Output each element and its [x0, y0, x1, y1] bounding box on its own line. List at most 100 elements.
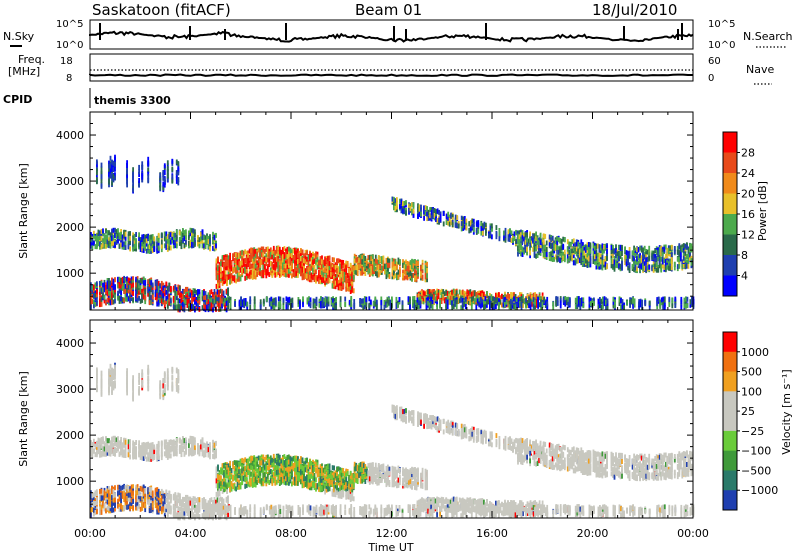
heatmap-cell [251, 252, 254, 258]
heatmap-cell [163, 291, 166, 297]
heatmap-cell [272, 245, 275, 251]
heatmap-cell [472, 221, 475, 227]
heatmap-cell [382, 257, 385, 263]
heatmap-cell [150, 299, 153, 305]
heatmap-cell [96, 241, 98, 247]
heatmap-cell [367, 255, 370, 261]
heatmap-cell [595, 244, 598, 250]
heatmap-cell [423, 205, 425, 211]
heatmap-cell [414, 265, 416, 271]
heatmap-cell [111, 295, 113, 301]
heatmap-cell [105, 228, 107, 234]
heatmap-cell [223, 254, 225, 260]
heatmap-cell [138, 242, 140, 248]
heatmap-cell [603, 259, 605, 265]
heatmap-cell [652, 251, 655, 257]
heatmap-cell [126, 292, 128, 298]
heatmap-cell [285, 252, 287, 258]
heatmap-cell [274, 250, 277, 256]
heatmap-cell [334, 264, 337, 270]
heatmap-cell [556, 240, 559, 246]
heatmap-cell [99, 302, 101, 308]
heatmap-cell [136, 297, 139, 303]
heatmap-cell [373, 266, 376, 272]
heatmap-cell [559, 238, 562, 244]
heatmap-cell [663, 246, 666, 252]
heatmap-cell [526, 246, 528, 252]
heatmap-cell [90, 304, 92, 310]
heatmap-cell [425, 289, 428, 295]
heatmap-cell [427, 209, 430, 215]
heatmap-cell [339, 278, 341, 284]
heatmap-cell [526, 237, 528, 243]
heatmap-cell [197, 303, 199, 309]
heatmap-cell [186, 302, 189, 308]
heatmap-cell [660, 263, 663, 269]
heatmap-cell [574, 246, 577, 252]
heatmap-cell [218, 302, 220, 308]
heatmap-cell [226, 281, 228, 286]
heatmap-cell [142, 243, 145, 249]
heatmap-cell [349, 279, 352, 285]
heatmap-cell [222, 297, 225, 303]
heatmap-cell [139, 240, 142, 246]
heatmap-cell [204, 239, 207, 245]
heatmap-cell [595, 253, 598, 258]
heatmap-cell [400, 199, 403, 205]
heatmap-cell [283, 259, 286, 264]
heatmap-cell [225, 301, 228, 306]
heatmap-cell [132, 235, 134, 241]
heatmap-cell [223, 268, 225, 274]
heatmap-cell [129, 231, 131, 237]
heatmap-cell [206, 301, 208, 307]
heatmap-cell [159, 289, 162, 295]
heatmap-cell [566, 239, 569, 245]
heatmap-cell [583, 247, 586, 253]
heatmap-cell [166, 238, 169, 244]
heatmap-cell [289, 258, 292, 264]
heatmap-cell [318, 270, 320, 275]
heatmap-cell [445, 213, 448, 219]
heatmap-cell [310, 262, 313, 268]
heatmap-cell [339, 263, 341, 269]
heatmap-cell [355, 257, 358, 263]
heatmap-cell [589, 262, 592, 268]
heatmap-cell [658, 263, 661, 269]
heatmap-cell [352, 274, 355, 280]
heatmap-cell [531, 301, 533, 307]
heatmap-cell [331, 280, 334, 286]
heatmap-cell [221, 280, 224, 286]
heatmap-cell [548, 241, 551, 247]
heatmap-cell [201, 234, 204, 240]
heatmap-cell [221, 292, 223, 298]
heatmap-cell [660, 256, 663, 262]
heatmap-cell [283, 246, 286, 252]
heatmap-cell [541, 295, 544, 301]
heatmap-cell [201, 305, 204, 311]
heatmap-cell [316, 276, 319, 282]
heatmap-cell [664, 253, 667, 259]
heatmap-cell [188, 303, 190, 309]
heatmap-cell [465, 225, 468, 231]
heatmap-cell [266, 249, 269, 255]
heatmap-cell [186, 298, 189, 304]
heatmap-cell [277, 257, 280, 263]
heatmap-cell [409, 260, 412, 266]
heatmap-cell [364, 271, 367, 276]
heatmap-cell [393, 202, 395, 208]
heatmap-cell [496, 294, 499, 300]
heatmap-cell [163, 287, 166, 293]
heatmap-cell [556, 244, 559, 250]
heatmap-cell [219, 299, 222, 305]
heatmap-cell [430, 210, 433, 216]
heatmap-cell [324, 256, 326, 262]
heatmap-cell [572, 260, 575, 266]
heatmap-cell [127, 244, 130, 250]
heatmap-cell [271, 249, 274, 255]
heatmap-cell [588, 245, 590, 251]
heatmap-cell [251, 258, 254, 264]
heatmap-cell [175, 287, 178, 293]
heatmap-cell [136, 276, 139, 282]
heatmap-cell [539, 250, 542, 256]
heatmap-cell [467, 290, 470, 296]
